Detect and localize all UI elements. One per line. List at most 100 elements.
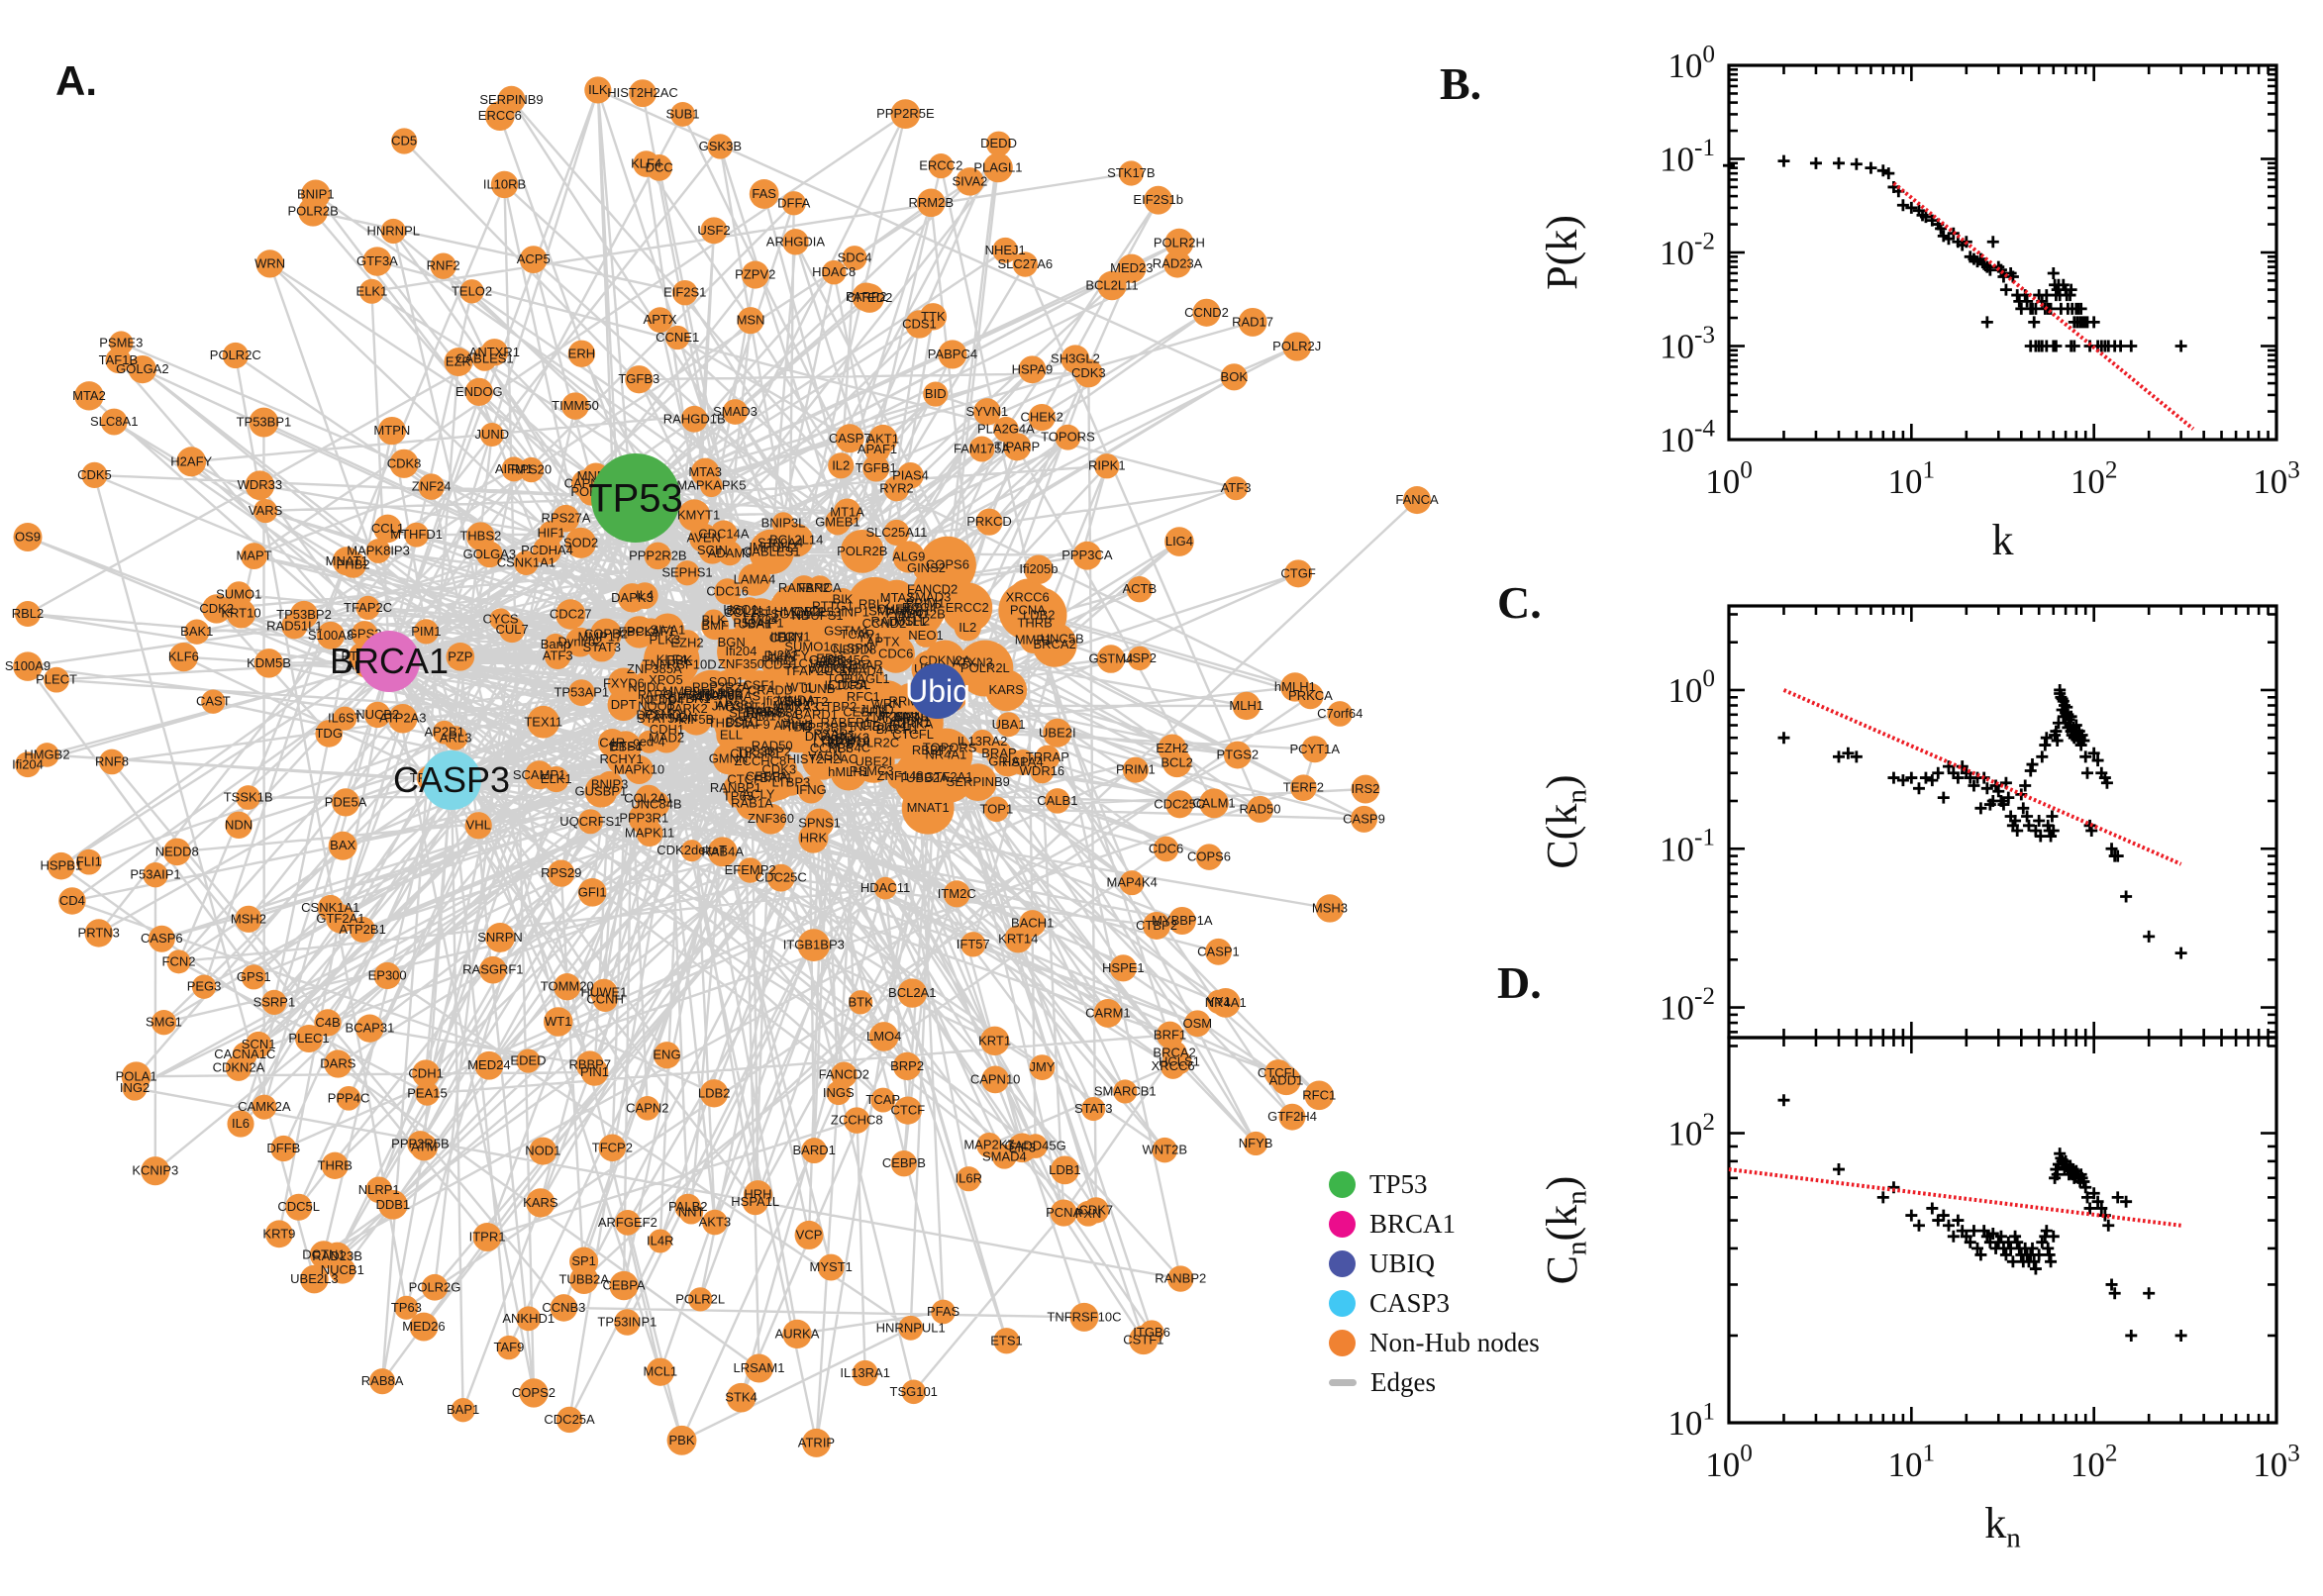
network-node[interactable] [942, 582, 993, 634]
network-node[interactable] [176, 447, 207, 477]
network-node[interactable] [409, 1312, 439, 1342]
network-node[interactable] [750, 702, 772, 725]
network-node[interactable] [235, 905, 262, 933]
network-node[interactable] [817, 1253, 845, 1281]
network-node[interactable] [309, 1241, 339, 1269]
network-node[interactable] [141, 1156, 170, 1186]
network-node[interactable] [897, 978, 927, 1008]
network-node[interactable] [166, 949, 191, 974]
network-node[interactable] [377, 416, 407, 446]
network-node[interactable] [631, 582, 658, 610]
network-node[interactable] [639, 678, 671, 712]
network-node[interactable] [328, 831, 357, 860]
network-node[interactable] [317, 894, 344, 922]
network-node[interactable] [1301, 736, 1329, 763]
network-node[interactable] [336, 1085, 361, 1111]
network-node[interactable] [497, 85, 526, 114]
network-node[interactable] [418, 473, 445, 500]
network-node[interactable] [471, 346, 497, 371]
network-node[interactable] [443, 726, 468, 750]
network-node[interactable] [835, 424, 864, 453]
network-node[interactable] [1167, 1265, 1194, 1292]
network-node[interactable] [298, 196, 329, 227]
network-node[interactable] [389, 449, 419, 478]
network-node[interactable] [848, 990, 873, 1015]
network-node[interactable] [666, 1425, 697, 1455]
network-node[interactable] [983, 796, 1010, 823]
network-node[interactable] [1158, 734, 1187, 763]
network-node[interactable] [121, 1061, 152, 1092]
network-node[interactable] [1028, 403, 1056, 432]
network-node[interactable] [300, 1264, 329, 1294]
network-node[interactable] [1050, 1199, 1077, 1227]
network-node[interactable] [934, 732, 966, 764]
network-node[interactable] [633, 150, 659, 177]
network-node[interactable] [584, 76, 612, 104]
network-node[interactable] [1096, 645, 1126, 673]
network-node[interactable] [883, 519, 910, 547]
network-node[interactable] [640, 654, 669, 684]
network-node[interactable] [598, 728, 627, 757]
network-node[interactable] [722, 399, 749, 425]
network-node[interactable] [968, 436, 995, 462]
network-node[interactable] [253, 498, 278, 524]
network-node[interactable] [99, 748, 125, 775]
network-node[interactable] [294, 1024, 324, 1053]
network-node[interactable] [644, 542, 672, 570]
network-node[interactable] [712, 743, 745, 775]
network-node[interactable] [201, 689, 226, 714]
network-node[interactable] [738, 562, 771, 596]
network-node[interactable] [810, 741, 841, 772]
network-node[interactable] [245, 470, 275, 500]
network-node[interactable] [329, 1256, 356, 1284]
network-node[interactable] [1195, 844, 1223, 870]
network-node[interactable] [609, 1270, 639, 1301]
network-node[interactable] [539, 521, 564, 547]
network-node[interactable] [831, 1061, 858, 1088]
network-node[interactable] [394, 1295, 419, 1320]
network-node[interactable] [1278, 1103, 1306, 1131]
network-node[interactable] [412, 1059, 441, 1088]
network-node[interactable] [162, 838, 191, 866]
network-node[interactable] [794, 1220, 824, 1249]
network-node[interactable] [1199, 788, 1229, 819]
network-node[interactable] [588, 626, 611, 648]
network-node[interactable] [148, 925, 175, 952]
network-node[interactable] [1094, 453, 1120, 479]
network-node[interactable] [1351, 774, 1380, 804]
network-node[interactable] [1280, 672, 1310, 702]
network-node[interactable] [801, 1428, 831, 1457]
network-node[interactable] [1327, 701, 1354, 727]
network-node[interactable] [1072, 541, 1102, 570]
network-node[interactable] [992, 747, 1023, 777]
network-node[interactable] [340, 551, 366, 578]
network-node[interactable] [516, 1306, 542, 1332]
network-node[interactable] [253, 648, 284, 678]
network-node[interactable] [202, 594, 232, 624]
network-node[interactable] [265, 1220, 293, 1248]
network-node[interactable] [844, 1107, 870, 1134]
network-node[interactable] [678, 1200, 704, 1225]
network-node[interactable] [544, 633, 567, 656]
network-node[interactable] [241, 543, 267, 569]
network-node[interactable] [992, 237, 1019, 263]
network-node[interactable] [901, 781, 955, 835]
network-node[interactable] [742, 741, 769, 767]
network-node[interactable] [35, 743, 59, 767]
network-node[interactable] [13, 523, 43, 552]
network-node[interactable] [1264, 1059, 1292, 1087]
network-node[interactable] [369, 1368, 396, 1395]
network-node[interactable] [1008, 578, 1047, 617]
network-node[interactable] [709, 680, 734, 706]
network-node[interactable] [365, 539, 391, 563]
network-node[interactable] [672, 279, 698, 306]
network-node[interactable] [518, 456, 545, 483]
network-node[interactable] [261, 989, 287, 1015]
network-node[interactable] [13, 651, 43, 681]
network-node[interactable] [1350, 805, 1378, 833]
network-node[interactable] [956, 167, 984, 196]
network-node[interactable] [388, 704, 418, 734]
network-node[interactable] [1024, 554, 1054, 584]
network-node[interactable] [225, 1054, 252, 1081]
network-node[interactable] [1018, 355, 1047, 384]
